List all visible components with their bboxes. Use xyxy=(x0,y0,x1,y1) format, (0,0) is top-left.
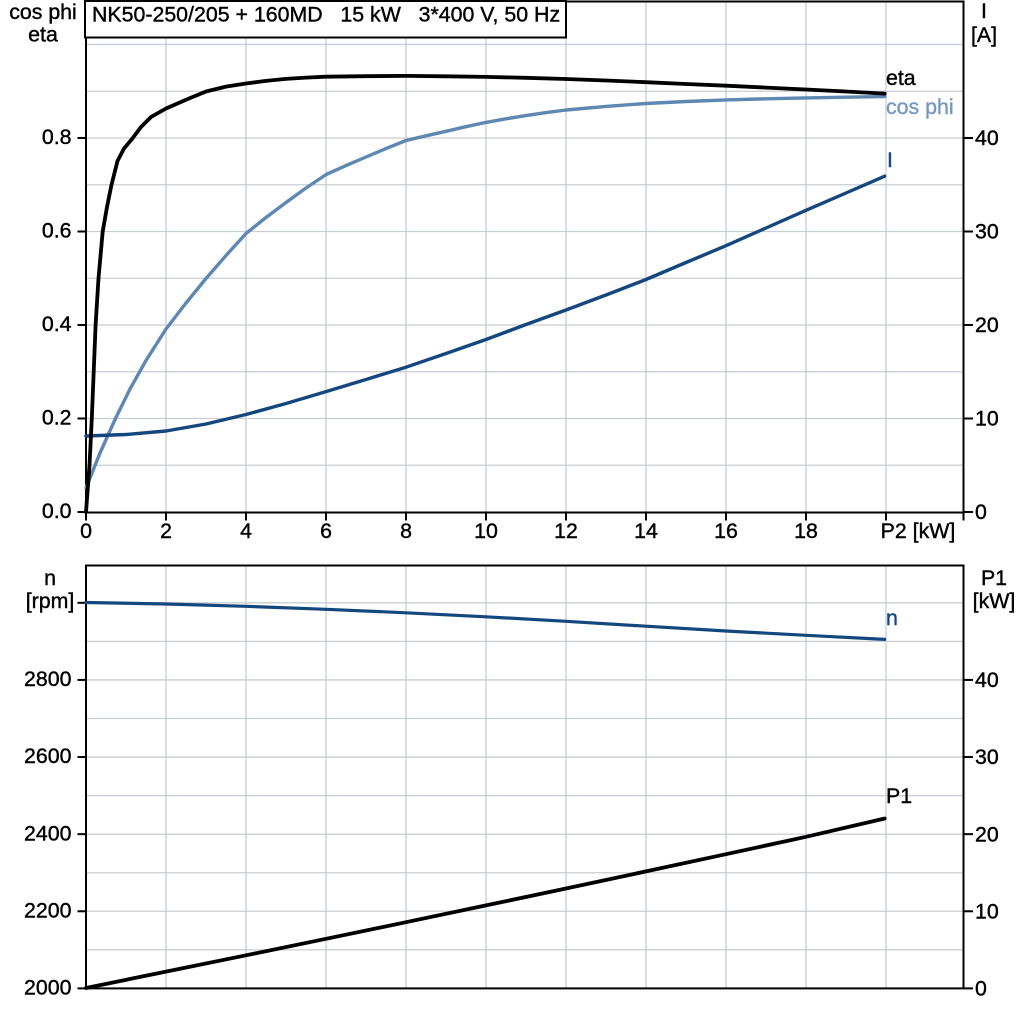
svg-text:18: 18 xyxy=(794,519,818,543)
svg-text:n: n xyxy=(886,606,898,630)
svg-text:2: 2 xyxy=(160,519,172,543)
svg-text:NK50-250/205 + 160MD 15 kW: NK50-250/205 + 160MD 15 kW 3*400 V, 50 H… xyxy=(92,3,560,27)
svg-text:4: 4 xyxy=(240,519,252,543)
svg-text:0: 0 xyxy=(80,519,92,543)
svg-text:40: 40 xyxy=(975,126,999,150)
svg-text:I: I xyxy=(887,148,893,172)
svg-text:0.8: 0.8 xyxy=(42,125,72,149)
svg-text:8: 8 xyxy=(400,519,412,543)
svg-text:[A]: [A] xyxy=(971,23,997,47)
svg-text:10: 10 xyxy=(474,519,498,543)
svg-text:10: 10 xyxy=(975,900,999,924)
svg-text:0.4: 0.4 xyxy=(42,312,72,336)
svg-text:2400: 2400 xyxy=(24,821,72,845)
svg-text:20: 20 xyxy=(975,822,999,846)
svg-text:cos phi: cos phi xyxy=(886,95,954,119)
svg-text:2200: 2200 xyxy=(24,899,72,923)
svg-text:I: I xyxy=(981,0,987,23)
svg-text:20: 20 xyxy=(975,313,999,337)
svg-text:0.0: 0.0 xyxy=(42,499,72,523)
svg-text:30: 30 xyxy=(975,745,999,769)
svg-text:0.6: 0.6 xyxy=(42,219,72,243)
svg-text:n: n xyxy=(44,566,56,590)
svg-text:P1: P1 xyxy=(981,566,1007,590)
svg-text:6: 6 xyxy=(320,519,332,543)
svg-text:12: 12 xyxy=(554,519,578,543)
svg-text:16: 16 xyxy=(714,519,738,543)
svg-text:2600: 2600 xyxy=(24,744,72,768)
svg-text:40: 40 xyxy=(975,668,999,692)
svg-text:cos phi: cos phi xyxy=(9,0,77,24)
svg-text:0: 0 xyxy=(975,977,987,1001)
svg-text:2800: 2800 xyxy=(24,667,72,691)
svg-text:[rpm]: [rpm] xyxy=(26,589,75,613)
svg-text:0.2: 0.2 xyxy=(42,406,72,430)
svg-text:14: 14 xyxy=(634,519,658,543)
svg-text:P1: P1 xyxy=(886,784,912,808)
svg-text:[kW]: [kW] xyxy=(973,589,1016,613)
svg-text:0: 0 xyxy=(975,500,987,524)
svg-text:30: 30 xyxy=(975,220,999,244)
svg-text:eta: eta xyxy=(28,23,58,47)
svg-text:eta: eta xyxy=(886,66,916,90)
svg-text:10: 10 xyxy=(975,407,999,431)
svg-text:2000: 2000 xyxy=(24,976,72,1000)
svg-text:P2 [kW]: P2 [kW] xyxy=(881,519,956,543)
